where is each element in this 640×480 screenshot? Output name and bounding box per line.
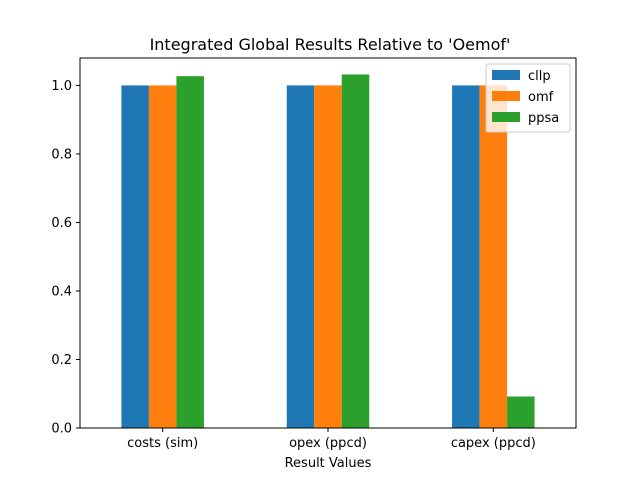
y-axis: 0.0 0.2 0.4 0.6 0.8 1.0 xyxy=(51,79,80,437)
bar-cllp-1 xyxy=(286,85,315,428)
x-tick-label: opex (ppcd) xyxy=(289,436,367,451)
x-tick-label: costs (sim) xyxy=(127,436,198,451)
legend-label-ppsa: ppsa xyxy=(528,111,559,126)
legend-swatch-omf xyxy=(492,91,520,101)
legend-label-cllp: cllp xyxy=(528,69,551,84)
y-tick-label: 1.0 xyxy=(51,79,72,94)
bar-cllp-2 xyxy=(452,85,480,428)
legend: cllp omf ppsa xyxy=(485,63,571,133)
y-tick-label: 0.4 xyxy=(51,284,72,299)
x-axis-label: Result Values xyxy=(285,456,372,471)
legend-swatch-cllp xyxy=(492,70,520,80)
y-tick-label: 0.8 xyxy=(51,147,72,162)
bar-ppsa-1 xyxy=(341,74,370,428)
x-tick-label: capex (ppcd) xyxy=(451,436,536,451)
bar-ppsa-0 xyxy=(176,76,204,428)
bar-omf-0 xyxy=(148,85,177,428)
x-axis: costs (sim) opex (ppcd) capex (ppcd) xyxy=(127,428,536,451)
legend-label-omf: omf xyxy=(528,90,554,105)
bar-cllp-0 xyxy=(121,85,149,428)
chart-title: Integrated Global Results Relative to 'O… xyxy=(150,35,511,54)
y-tick-label: 0.2 xyxy=(51,353,72,368)
bars-group xyxy=(121,74,535,428)
bar-omf-2 xyxy=(479,85,508,428)
y-tick-label: 0.6 xyxy=(51,216,72,231)
bar-omf-1 xyxy=(314,85,342,428)
bar-ppsa-2 xyxy=(507,396,535,428)
legend-swatch-ppsa xyxy=(492,112,520,122)
y-tick-label: 0.0 xyxy=(51,422,72,437)
